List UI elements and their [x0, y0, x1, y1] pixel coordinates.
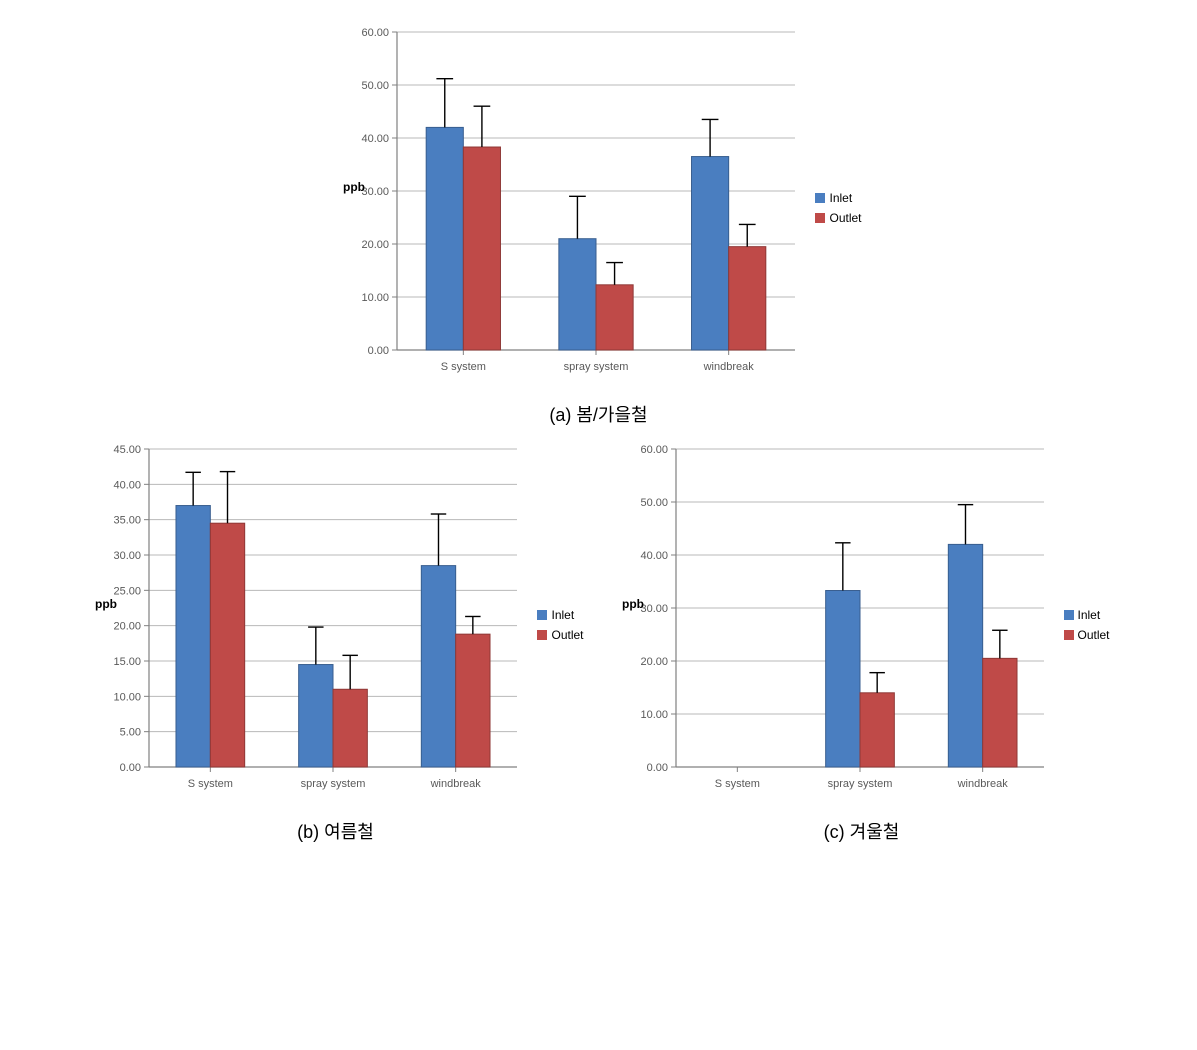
svg-text:50.00: 50.00 — [362, 80, 390, 92]
svg-text:spray system: spray system — [301, 778, 366, 790]
chart-b-caption: (b) 여름철 — [297, 818, 374, 844]
legend-swatch-inlet — [815, 193, 825, 203]
legend-swatch-outlet — [537, 630, 547, 640]
svg-text:10.00: 10.00 — [114, 691, 142, 703]
legend-item-outlet: Outlet — [1064, 628, 1110, 642]
svg-text:35.00: 35.00 — [114, 515, 142, 527]
legend-item-inlet: Inlet — [537, 608, 583, 622]
legend-item-inlet: Inlet — [1064, 608, 1110, 622]
svg-text:windbreak: windbreak — [430, 778, 482, 790]
legend-swatch-inlet — [537, 610, 547, 620]
svg-text:S system: S system — [188, 778, 233, 790]
chart-b-wrap: 0.00 5.00 10.00 15.00 20.00 25.00 30.00 35.00 40… — [87, 437, 583, 812]
svg-text:40.00: 40.00 — [362, 133, 390, 145]
chart-a-caption: (a) 봄/가을철 — [549, 401, 647, 427]
legend-item-inlet: Inlet — [815, 191, 861, 205]
svg-text:15.00: 15.00 — [114, 656, 142, 668]
chart-c: 0.00 10.00 20.00 30.00 40.00 50.00 60.00 ppb S s… — [614, 437, 1054, 812]
chart-a-legend: Inlet Outlet — [815, 191, 861, 225]
legend-item-outlet: Outlet — [537, 628, 583, 642]
figure-page: 0.00 10.00 20.00 30.00 40.00 50.00 60.00 ppb S s… — [20, 20, 1177, 844]
legend-swatch-outlet — [815, 213, 825, 223]
svg-text:10.00: 10.00 — [362, 292, 390, 304]
chart-c-wrap: 0.00 10.00 20.00 30.00 40.00 50.00 60.00 ppb S s… — [614, 437, 1110, 812]
svg-text:spray system: spray system — [564, 361, 629, 373]
legend-label-inlet: Inlet — [829, 191, 852, 205]
chart-c-legend: Inlet Outlet — [1064, 608, 1110, 642]
svg-text:ppb: ppb — [95, 597, 117, 611]
svg-text:30.00: 30.00 — [362, 186, 390, 198]
chart-a-wrap: 0.00 10.00 20.00 30.00 40.00 50.00 60.00 ppb S s… — [335, 20, 861, 395]
svg-text:60.00: 60.00 — [640, 444, 668, 456]
svg-text:45.00: 45.00 — [114, 444, 142, 456]
svg-text:10.00: 10.00 — [640, 709, 668, 721]
svg-text:5.00: 5.00 — [120, 727, 141, 739]
svg-text:spray system: spray system — [827, 778, 892, 790]
svg-text:25.00: 25.00 — [114, 585, 142, 597]
svg-text:windbreak: windbreak — [956, 778, 1008, 790]
svg-text:ppb: ppb — [343, 180, 365, 194]
legend-label-outlet: Outlet — [1078, 628, 1110, 642]
svg-text:0.00: 0.00 — [368, 345, 389, 357]
svg-text:windbreak: windbreak — [703, 361, 755, 373]
svg-text:S system: S system — [714, 778, 759, 790]
top-row: 0.00 10.00 20.00 30.00 40.00 50.00 60.00 ppb S s… — [335, 20, 861, 427]
legend-swatch-inlet — [1064, 610, 1074, 620]
chart-b-legend: Inlet Outlet — [537, 608, 583, 642]
svg-text:50.00: 50.00 — [640, 497, 668, 509]
bottom-row: 0.00 5.00 10.00 15.00 20.00 25.00 30.00 35.00 40… — [87, 437, 1109, 844]
svg-text:40.00: 40.00 — [114, 479, 142, 491]
chart-b: 0.00 5.00 10.00 15.00 20.00 25.00 30.00 35.00 40… — [87, 437, 527, 812]
chart-a: 0.00 10.00 20.00 30.00 40.00 50.00 60.00 ppb S s… — [335, 20, 805, 395]
svg-text:20.00: 20.00 — [114, 621, 142, 633]
svg-text:ppb: ppb — [622, 597, 644, 611]
legend-label-inlet: Inlet — [1078, 608, 1101, 622]
svg-text:20.00: 20.00 — [640, 656, 668, 668]
svg-text:0.00: 0.00 — [120, 762, 141, 774]
svg-text:30.00: 30.00 — [114, 550, 142, 562]
chart-c-caption: (c) 겨울철 — [824, 818, 900, 844]
chart-a-block: 0.00 10.00 20.00 30.00 40.00 50.00 60.00 ppb S s… — [335, 20, 861, 427]
svg-text:40.00: 40.00 — [640, 550, 668, 562]
legend-item-outlet: Outlet — [815, 211, 861, 225]
svg-text:30.00: 30.00 — [640, 603, 668, 615]
svg-text:S system: S system — [441, 361, 486, 373]
chart-c-block: 0.00 10.00 20.00 30.00 40.00 50.00 60.00 ppb S s… — [614, 437, 1110, 844]
svg-text:20.00: 20.00 — [362, 239, 390, 251]
svg-text:60.00: 60.00 — [362, 27, 390, 39]
legend-label-inlet: Inlet — [551, 608, 574, 622]
legend-label-outlet: Outlet — [551, 628, 583, 642]
svg-text:0.00: 0.00 — [646, 762, 667, 774]
chart-b-block: 0.00 5.00 10.00 15.00 20.00 25.00 30.00 35.00 40… — [87, 437, 583, 844]
legend-label-outlet: Outlet — [829, 211, 861, 225]
legend-swatch-outlet — [1064, 630, 1074, 640]
